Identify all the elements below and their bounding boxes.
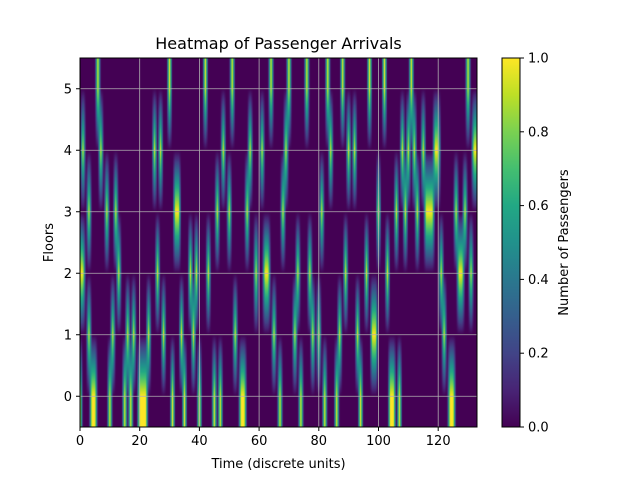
y-tick-label: 2 [64,267,72,282]
x-tick-label: 80 [311,434,328,449]
y-tick-label: 4 [64,144,72,159]
x-axis-label: Time (discrete units) [210,457,345,472]
x-tick-label: 0 [76,434,84,449]
y-axis-label: Floors [42,223,57,262]
x-tick-label: 120 [426,434,451,449]
heatmap-cells [80,58,477,427]
colorbar-tick-label: 0.6 [528,199,549,214]
y-axis: 0 1 2 3 4 5 [64,82,80,405]
chart-title: Heatmap of Passenger Arrivals [155,34,401,53]
plot-frame [79,57,478,428]
y-tick-label: 3 [64,205,72,220]
y-tick-label: 1 [64,328,72,343]
y-tick-label: 5 [64,82,72,97]
colorbar-tick-label: 0.4 [528,273,549,288]
colorbar-label: Number of Passengers [557,169,572,316]
y-tick-label: 0 [64,390,72,405]
grid-lines [79,58,477,427]
x-tick-label: 60 [251,434,268,449]
colorbar-tick-label: 1.0 [528,52,549,67]
x-tick-label: 100 [366,434,391,449]
colorbar-tick-label: 0.2 [528,347,549,362]
x-axis: 0 20 40 60 80 100 120 [76,427,451,449]
colorbar-tick-label: 0.0 [528,421,549,436]
x-tick-label: 20 [131,434,148,449]
colorbar-tick-label: 0.8 [528,125,549,140]
colorbar [501,57,521,428]
x-tick-label: 40 [191,434,208,449]
colorbar-axis: 0.0 0.2 0.4 0.6 0.8 1.0 [520,52,549,436]
